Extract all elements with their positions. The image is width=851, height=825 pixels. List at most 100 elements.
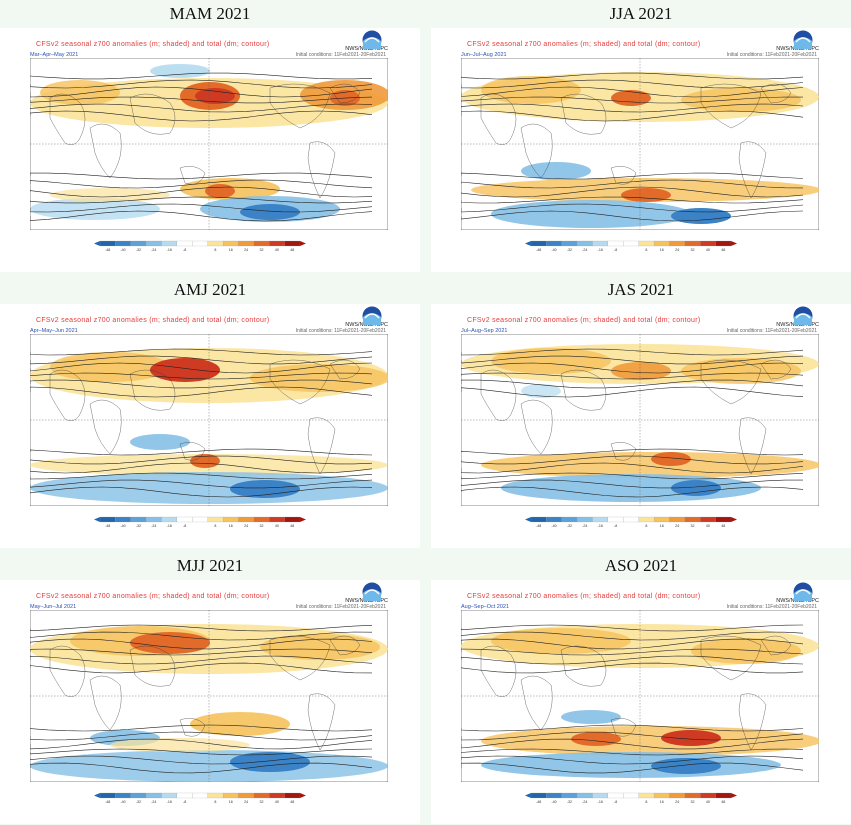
colorbar-segment [284, 240, 301, 247]
colorbar-tick-label: -32 [136, 800, 141, 804]
colorbar-tick-label: 8 [645, 800, 647, 804]
colorbar-segment [269, 240, 285, 247]
colorbar-arrow-right [300, 793, 306, 798]
colorbar-tick-label: -16 [598, 524, 603, 528]
colorbar-segment [592, 792, 609, 799]
contour-line [30, 79, 373, 89]
colorbar-segment [192, 792, 208, 799]
contour-line [461, 648, 804, 656]
colorbar-tick-label: 16 [660, 800, 664, 804]
coastline [329, 83, 361, 104]
coastline [307, 417, 336, 475]
colorbar-segment [207, 240, 224, 247]
colorbar-tick-label: 24 [244, 524, 248, 528]
anomaly-shade [481, 452, 819, 478]
coastline [700, 359, 762, 405]
coastline [700, 83, 762, 129]
contour-line [30, 455, 373, 465]
colorbar: -48 -40 -32 -24 -16 -8 8 16 24 32 40 48 [525, 516, 737, 528]
contour-line [30, 631, 373, 641]
colorbar-segment [669, 240, 685, 247]
anomaly-shade [130, 632, 210, 654]
coastline [738, 141, 767, 199]
coastline [49, 645, 86, 697]
contour-line [461, 203, 804, 213]
colorbar-segment [684, 792, 701, 799]
contour-line [461, 179, 804, 189]
colorbar-tick-label: 32 [260, 524, 264, 528]
contour-line [30, 462, 373, 474]
colorbar-tick-label: -8 [183, 524, 186, 528]
coastline [738, 417, 767, 475]
colorbar-arrow-left [525, 793, 531, 798]
initial-conditions: Initial conditions: 11Feb2021-20Feb2021 [726, 604, 817, 610]
colorbar-arrow-left [94, 517, 100, 522]
anomaly-shade [230, 752, 310, 772]
colorbar-segment [146, 516, 162, 523]
colorbar-tick-label: 24 [675, 248, 679, 252]
colorbar-segment [176, 240, 193, 247]
contour-line [30, 486, 373, 498]
contour-line [30, 186, 373, 198]
plot-title: CFSv2 seasonal z700 anomalies (m; shaded… [467, 593, 701, 600]
colorbar-segment [653, 792, 670, 799]
contour-line [30, 196, 373, 204]
forecast-panel-6: ASO 2021 CFSv2 seasonal z700 anomalies (… [431, 552, 851, 824]
contour-line [461, 103, 804, 113]
anomaly-shade [491, 628, 631, 654]
plot-title: CFSv2 seasonal z700 anomalies (m; shaded… [36, 593, 270, 600]
colorbar-segment [130, 516, 147, 523]
anomaly-shade [681, 358, 801, 384]
colorbar-tick-label: -16 [598, 248, 603, 252]
colorbar-tick-label: -48 [105, 800, 110, 804]
coastline [179, 166, 206, 185]
colorbar-segment [577, 792, 593, 799]
colorbar-segment [238, 240, 254, 247]
colorbar-segment [253, 516, 270, 523]
initial-conditions: Initial conditions: 11Feb2021-20Feb2021 [295, 52, 386, 58]
colorbar-tick-label: 24 [244, 800, 248, 804]
anomaly-shade [491, 200, 691, 228]
anomaly-map [461, 334, 819, 506]
colorbar-tick-label: 40 [706, 248, 710, 252]
colorbar-segment [146, 240, 162, 247]
colorbar-segment [161, 240, 178, 247]
season-months: Mar–Apr–May 2021 [30, 52, 79, 58]
plot-title: CFSv2 seasonal z700 anomalies (m; shaded… [36, 317, 270, 324]
colorbar-segment [700, 516, 716, 523]
anomaly-shade [611, 362, 671, 380]
coastline [179, 442, 206, 461]
anomaly-shade [571, 732, 621, 746]
colorbar-segment [546, 792, 562, 799]
contour-line [461, 631, 804, 641]
anomaly-shade [205, 184, 235, 198]
coastline [129, 645, 176, 687]
season-months: Aug–Sep–Oct 2021 [461, 604, 510, 610]
colorbar-tick-label: 16 [660, 524, 664, 528]
contour-line [30, 472, 373, 480]
coastline [520, 123, 553, 179]
colorbar-tick-label: -40 [551, 800, 556, 804]
contour-line [461, 486, 804, 498]
anomaly-shade [481, 726, 819, 756]
colorbar: -48 -40 -32 -24 -16 -8 8 16 24 32 40 48 [525, 792, 737, 804]
contour-line [461, 624, 804, 632]
colorbar-tick-label: 40 [706, 524, 710, 528]
colorbar-segment [284, 516, 301, 523]
season-months: Jun–Jul–Aug 2021 [461, 52, 507, 58]
contour-line [461, 738, 804, 750]
colorbar-segment [715, 240, 732, 247]
colorbar-segment [561, 240, 578, 247]
colorbar-tick-label: 48 [721, 248, 725, 252]
contour-line [30, 110, 373, 122]
colorbar-segment [269, 792, 285, 799]
colorbar: -48 -40 -32 -24 -16 -8 8 16 24 32 40 48 [525, 240, 737, 252]
anomaly-map [30, 58, 388, 230]
contour-line [461, 638, 804, 650]
colorbar-tick-label: 40 [275, 248, 279, 252]
contour-line [30, 731, 373, 741]
colorbar-segment [222, 240, 239, 247]
colorbar-arrow-right [731, 517, 737, 522]
coastline [700, 635, 762, 681]
initial-conditions: Initial conditions: 11Feb2021-20Feb2021 [295, 604, 386, 610]
